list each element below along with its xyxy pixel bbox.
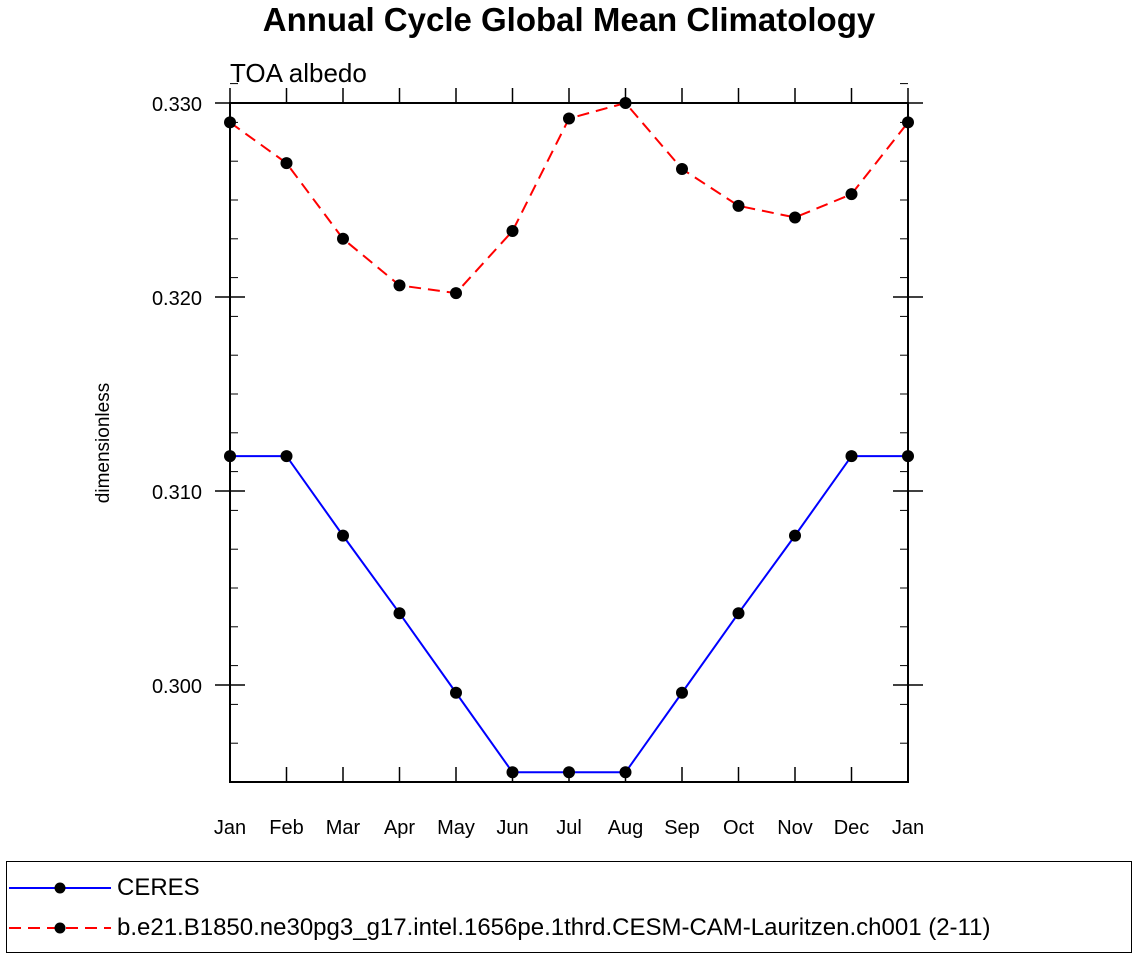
- x-tick-label: Jun: [496, 817, 528, 839]
- legend-swatch-ceres: [9, 882, 111, 894]
- chart-subtitle: TOA albedo: [230, 58, 367, 88]
- data-point: [224, 116, 236, 129]
- chart-plot: TOA albedo dimensionless Jan Feb Mar Apr May…: [93, 58, 924, 839]
- data-point: [280, 157, 293, 170]
- data-point: [845, 450, 858, 463]
- data-point: [732, 199, 745, 212]
- plot-frame: [229, 102, 909, 783]
- x-tick-label: Jan: [892, 817, 924, 839]
- x-tick-label: May: [437, 817, 475, 839]
- data-point: [337, 529, 349, 542]
- data-point: [676, 686, 688, 699]
- legend-swatch-model: [9, 922, 111, 934]
- data-point: [845, 188, 858, 201]
- data-point: [789, 529, 801, 542]
- legend-label-model: b.e21.B1850.ne30pg3_g17.intel.1656pe.1th…: [117, 914, 991, 941]
- legend: CERES b.e21.B1850.ne30pg3_g17.intel.1656…: [6, 861, 1132, 953]
- chart-title: Annual Cycle Global Mean Climatology: [262, 1, 876, 38]
- legend-label-ceres: CERES: [117, 874, 200, 901]
- data-point: [506, 225, 519, 238]
- x-tick-label: Oct: [723, 817, 755, 839]
- x-tick-label: Jan: [214, 817, 246, 839]
- x-tick-label: Sep: [664, 817, 700, 839]
- y-tick-label: 0.330: [152, 94, 202, 116]
- data-point: [450, 686, 462, 699]
- data-point: [393, 279, 406, 292]
- y-tick-label: 0.320: [152, 288, 202, 310]
- data-point: [619, 766, 632, 779]
- data-point: [732, 607, 745, 620]
- data-point: [337, 232, 349, 245]
- y-axis-label: dimensionless: [93, 383, 114, 503]
- data-point: [224, 450, 236, 463]
- data-point: [902, 116, 914, 129]
- x-tick-label: Dec: [834, 817, 870, 839]
- data-point: [789, 211, 801, 224]
- x-tick-label: Jul: [556, 817, 582, 839]
- data-point: [280, 450, 293, 463]
- x-tick-label: Apr: [384, 817, 415, 839]
- series-line-0: [230, 455, 908, 774]
- data-point: [393, 607, 406, 620]
- x-tick-label: Mar: [326, 817, 361, 839]
- data-point: [563, 766, 575, 779]
- data-point: [676, 162, 688, 175]
- series-line-1: [229, 101, 909, 295]
- x-tick-label: Aug: [608, 817, 644, 839]
- legend-item: CERES: [7, 868, 200, 908]
- y-tick-label: 0.300: [152, 676, 202, 698]
- legend-item: b.e21.B1850.ne30pg3_g17.intel.1656pe.1th…: [7, 908, 990, 948]
- data-point: [902, 450, 914, 463]
- data-point: [506, 766, 519, 779]
- data-point: [563, 112, 575, 125]
- x-tick-label: Nov: [777, 817, 813, 839]
- data-point: [450, 287, 462, 300]
- x-tick-label: Feb: [269, 817, 303, 839]
- y-tick-label: 0.310: [152, 482, 202, 504]
- data-point: [619, 97, 632, 109]
